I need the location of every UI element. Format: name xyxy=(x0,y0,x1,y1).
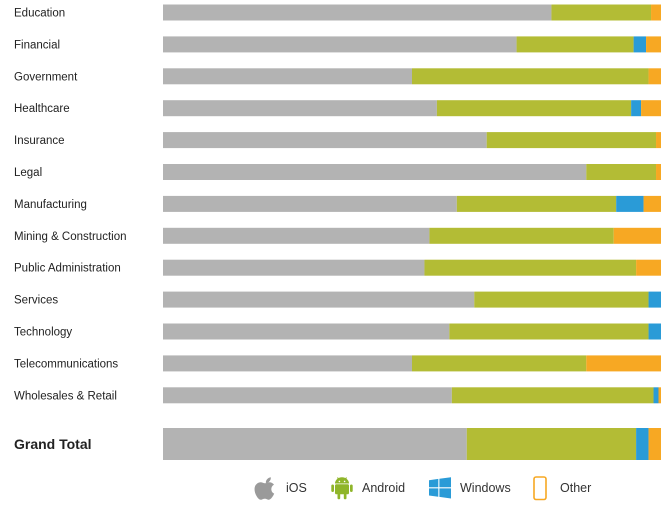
bar-segment-manufacturing-windows xyxy=(616,195,644,212)
bar-segment-insurance-ios xyxy=(163,132,487,149)
legend-label-android: Android xyxy=(362,481,406,495)
bar-segment-legal-ios xyxy=(163,164,587,180)
bar-segment-government-other xyxy=(648,68,661,85)
bar-segment-healthcare-other xyxy=(641,100,661,117)
legend-label-windows: Windows xyxy=(460,481,511,495)
category-label-healthcare: Healthcare xyxy=(14,103,70,115)
bar-segment-telecommunications-other xyxy=(586,355,661,372)
legend: iOS Android Windows Other xyxy=(0,470,664,506)
bar-segment-government-ios xyxy=(163,68,412,85)
bar-segment-legal-other xyxy=(656,164,661,180)
bar-segment-mining-and-construction-ios xyxy=(163,227,430,244)
bar-segment-wholesales-and-retail-android xyxy=(451,387,654,404)
bar-segment-grand-total-other xyxy=(648,428,661,460)
legend-item-windows: Windows xyxy=(427,470,511,506)
category-label-telecommunications: Telecommunications xyxy=(14,358,118,370)
bar-segment-grand-total-ios xyxy=(163,428,467,460)
category-label-insurance: Insurance xyxy=(14,135,65,147)
bar-segment-healthcare-windows xyxy=(631,100,642,117)
bar-segment-grand-total-windows xyxy=(636,428,649,460)
bar-segment-mining-and-construction-other xyxy=(613,227,661,244)
bar-segment-financial-ios xyxy=(163,36,517,53)
bar-segment-public-administration-other xyxy=(636,259,661,276)
bar-segment-manufacturing-other xyxy=(643,195,661,212)
category-label-services: Services xyxy=(14,295,58,307)
category-label-mining-and-construction: Mining & Construction xyxy=(14,231,127,243)
bar-segment-telecommunications-ios xyxy=(163,355,412,372)
bar-segment-education-other xyxy=(651,4,661,21)
bar-segment-technology-android xyxy=(449,323,649,340)
bar-segment-manufacturing-ios xyxy=(163,195,457,212)
bar-segment-telecommunications-android xyxy=(412,355,587,372)
bar-segment-healthcare-ios xyxy=(163,100,437,117)
category-label-manufacturing: Manufacturing xyxy=(14,199,87,211)
legend-label-other: Other xyxy=(560,481,592,495)
windows-icon xyxy=(429,477,451,499)
bar-segment-technology-ios xyxy=(163,323,450,340)
bar-segment-insurance-other xyxy=(656,132,661,149)
bar-segment-grand-total-android xyxy=(466,428,637,460)
legend-item-other: Other xyxy=(527,470,591,506)
chart-svg: Education Financial Government Healthcare In… xyxy=(14,4,661,460)
legend-label-ios: iOS xyxy=(286,481,307,495)
category-label-public-administration: Public Administration xyxy=(14,263,121,275)
other-device-icon xyxy=(533,476,547,501)
bar-segment-financial-windows xyxy=(633,36,647,53)
category-label-legal: Legal xyxy=(14,167,42,179)
bar-segment-wholesales-and-retail-other xyxy=(658,387,661,404)
bar-segment-mining-and-construction-android xyxy=(429,227,614,244)
category-label-wholesales-and-retail: Wholesales & Retail xyxy=(14,390,117,402)
bar-segment-technology-windows xyxy=(648,323,661,340)
category-label-government: Government xyxy=(14,71,78,83)
legend-item-android: Android xyxy=(329,470,405,506)
category-label-education: Education xyxy=(14,8,65,20)
category-label-technology: Technology xyxy=(14,327,72,339)
legend-item-ios: iOS xyxy=(253,470,307,506)
bar-segment-financial-android xyxy=(516,36,634,53)
bar-segment-healthcare-android xyxy=(436,100,632,117)
bar-segment-wholesales-and-retail-ios xyxy=(163,387,452,404)
apple-icon xyxy=(254,477,275,500)
bar-segment-services-ios xyxy=(163,291,475,308)
bar-segment-education-ios xyxy=(163,4,552,21)
bar-segment-manufacturing-android xyxy=(456,195,617,212)
bar-segment-education-android xyxy=(551,4,652,21)
bar-segment-services-windows xyxy=(648,291,661,308)
bar-segment-public-administration-android xyxy=(424,259,637,276)
bar-segment-legal-android xyxy=(586,164,657,180)
bar-segment-services-android xyxy=(474,291,649,308)
bar-segment-wholesales-and-retail-windows xyxy=(653,387,659,404)
android-icon xyxy=(331,477,353,500)
bar-segment-insurance-android xyxy=(486,132,657,149)
bar-segment-financial-other xyxy=(646,36,661,53)
bar-segment-government-android xyxy=(412,68,649,85)
category-label-financial: Financial xyxy=(14,39,60,51)
bar-segment-public-administration-ios xyxy=(163,259,425,276)
category-label-grand-total: Grand Total xyxy=(14,436,92,452)
